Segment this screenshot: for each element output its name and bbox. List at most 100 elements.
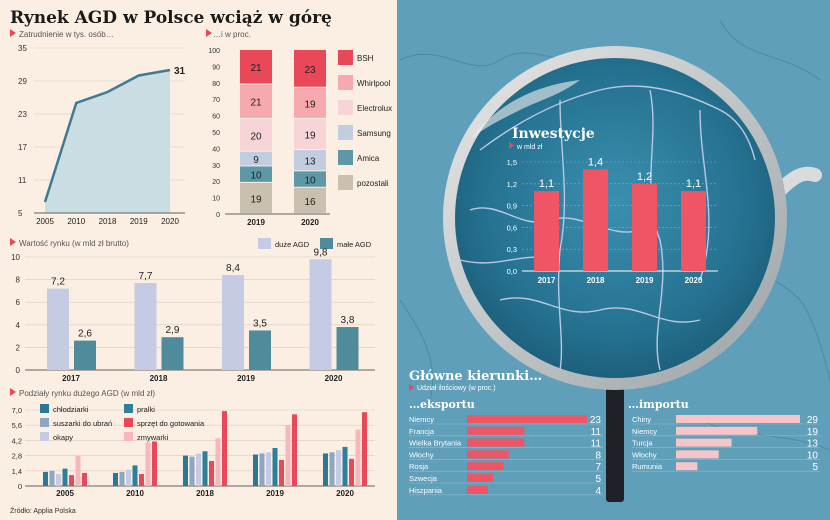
market-bar-label: 3,8 bbox=[341, 315, 355, 326]
market-y-tick: 10 bbox=[11, 253, 20, 262]
split-subtitle: Podziały rynku dużego AGD (w mld zł) bbox=[19, 389, 155, 398]
split-legend-swatch bbox=[124, 404, 133, 413]
split-x-tick: 2019 bbox=[266, 489, 284, 498]
employment-end-label: 31 bbox=[174, 66, 186, 77]
shares-legend-label: Electrolux bbox=[357, 104, 392, 113]
market-y-tick: 0 bbox=[16, 366, 21, 375]
split-legend-swatch bbox=[40, 418, 49, 427]
split-bar bbox=[126, 469, 131, 486]
shares-bar-segment bbox=[294, 87, 326, 118]
split-marker-icon bbox=[10, 388, 16, 396]
magnifier-handle bbox=[606, 362, 624, 502]
split-bar bbox=[323, 453, 328, 486]
split-bar bbox=[202, 451, 208, 486]
export-label: Francja bbox=[409, 427, 435, 436]
investments-bar bbox=[534, 191, 559, 271]
split-y-tick: 7,0 bbox=[12, 406, 22, 415]
market-legend-swatch bbox=[320, 238, 333, 249]
employment-y-tick: 29 bbox=[18, 77, 27, 86]
shares-legend-swatch bbox=[338, 150, 353, 165]
split-legend-swatch bbox=[40, 432, 49, 441]
market-bar-label: 9,8 bbox=[314, 247, 328, 258]
import-value: 10 bbox=[807, 450, 819, 461]
investments-bar bbox=[632, 183, 657, 271]
shares-bar-segment bbox=[294, 50, 326, 87]
split-bar bbox=[292, 414, 297, 486]
split-bar bbox=[209, 461, 214, 486]
market-bar bbox=[134, 282, 157, 370]
split-y-tick: 0 bbox=[18, 482, 22, 491]
shares-bar-segment bbox=[294, 171, 326, 187]
shares-legend-label: Samsung bbox=[357, 129, 391, 138]
split-bar bbox=[215, 438, 221, 486]
market-subtitle: Wartość rynku (w mld zł brutto) bbox=[19, 239, 129, 248]
split-legend-swatch bbox=[124, 432, 133, 441]
split-legend-label: chłodziarki bbox=[53, 405, 89, 414]
shares-x-tick: 2020 bbox=[301, 218, 319, 227]
import-bar bbox=[676, 462, 698, 471]
shares-legend-swatch bbox=[338, 125, 353, 140]
split-bar bbox=[152, 441, 157, 486]
investments-x-tick: 2020 bbox=[685, 276, 703, 285]
investments-y-tick: 1,2 bbox=[507, 180, 517, 189]
shares-y-tick: 60 bbox=[212, 114, 220, 121]
shares-y-tick: 50 bbox=[212, 130, 220, 137]
employment-y-tick: 35 bbox=[18, 44, 27, 53]
shares-y-tick: 70 bbox=[212, 97, 220, 104]
market-legend-swatch bbox=[258, 238, 271, 249]
split-bar bbox=[259, 453, 265, 486]
shares-bar-segment bbox=[240, 151, 272, 166]
investments-x-tick: 2019 bbox=[636, 276, 654, 285]
export-bar bbox=[467, 474, 494, 482]
shares-y-tick: 20 bbox=[212, 179, 220, 186]
export-label: Włochy bbox=[409, 450, 434, 459]
employment-y-tick: 5 bbox=[18, 209, 23, 218]
shares-legend-swatch bbox=[338, 175, 353, 190]
import-value: 29 bbox=[807, 415, 819, 426]
split-bar bbox=[362, 412, 367, 486]
shares-segment-label: 21 bbox=[250, 98, 262, 109]
shares-x-tick: 2019 bbox=[247, 218, 265, 227]
employment-y-tick: 11 bbox=[18, 176, 27, 185]
import-label: Niemcy bbox=[632, 427, 657, 436]
split-y-tick: 2,8 bbox=[12, 452, 22, 461]
export-value: 11 bbox=[591, 439, 602, 450]
split-legend-label: pralki bbox=[137, 405, 155, 414]
split-bar bbox=[82, 472, 87, 486]
market-y-tick: 2 bbox=[16, 343, 21, 352]
export-label: Hiszpania bbox=[409, 486, 443, 495]
investments-y-tick: 0,9 bbox=[507, 202, 517, 211]
market-bar bbox=[161, 337, 184, 370]
shares-bar-segment bbox=[240, 166, 272, 182]
split-bar bbox=[349, 458, 354, 486]
employment-subtitle: Zatrudnienie w tys. osób… bbox=[19, 30, 114, 39]
investments-unit: w mld zł bbox=[516, 144, 543, 151]
employment-x-tick: 2018 bbox=[99, 217, 117, 226]
split-bar bbox=[56, 474, 61, 486]
import-value: 5 bbox=[812, 462, 818, 473]
split-x-tick: 2010 bbox=[126, 489, 144, 498]
shares-bar-segment bbox=[240, 84, 272, 118]
market-bar-label: 2,6 bbox=[78, 329, 92, 340]
left-panel-bg bbox=[0, 0, 397, 520]
employment-x-tick: 2020 bbox=[161, 217, 179, 226]
split-y-tick: 5,6 bbox=[12, 421, 22, 430]
import-label: Włochy bbox=[632, 450, 657, 459]
split-bar bbox=[279, 459, 284, 486]
split-bar bbox=[266, 452, 271, 486]
investments-y-tick: 0,6 bbox=[507, 223, 517, 232]
split-bar bbox=[43, 471, 48, 486]
split-legend-label: suszarki do ubrań bbox=[53, 419, 112, 428]
market-x-tick: 2017 bbox=[62, 374, 80, 383]
market-chart: Wartość rynku (w mld zł brutto) duże AGD… bbox=[10, 238, 375, 383]
split-bar bbox=[355, 429, 361, 486]
market-y-tick: 4 bbox=[16, 321, 21, 330]
split-bar bbox=[253, 454, 258, 486]
shares-bar-segment bbox=[240, 50, 272, 84]
export-label: Szwecja bbox=[409, 474, 438, 483]
investments-bar-label: 1,4 bbox=[588, 156, 603, 168]
market-y-tick: 6 bbox=[16, 298, 21, 307]
employment-chart: Zatrudnienie w tys. osób… 5 11 17 23 29 35 20… bbox=[10, 29, 186, 226]
export-label: Wielka Brytania bbox=[409, 439, 462, 448]
split-bar bbox=[183, 455, 188, 486]
